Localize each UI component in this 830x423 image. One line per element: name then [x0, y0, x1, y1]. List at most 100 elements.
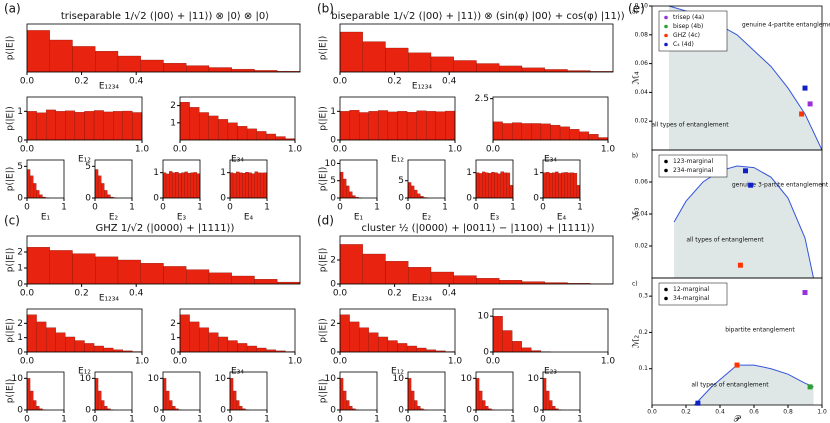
histogram-bar [55, 332, 66, 353]
histogram-bar [561, 172, 565, 199]
y-tick-label: 0.04 [635, 89, 649, 96]
x-axis-label: E₂ [422, 213, 432, 223]
histogram-bar [266, 133, 276, 141]
y-tick-label: 0 [330, 348, 336, 358]
panel-label: (b) [317, 2, 334, 16]
y-tick-label: 0.3 [638, 293, 648, 300]
x-tick-label: 0 [160, 415, 166, 423]
y-axis-label: ℳ₂ [632, 334, 642, 348]
histogram-bar [339, 111, 350, 141]
x-tick-label: 0.0 [333, 77, 348, 87]
x-tick-label: 0.4 [715, 409, 725, 416]
x-tick-label: 0.6 [749, 409, 759, 416]
y-axis-label: p(|E|) [6, 318, 16, 343]
histogram-bar [95, 51, 119, 73]
histogram-bar [567, 172, 571, 199]
annotation: genuine 3-partite entanglement [732, 182, 829, 189]
histogram-bar [485, 172, 489, 199]
histogram-bar [339, 31, 363, 73]
histogram-bar [499, 65, 523, 73]
y-tick-label: 0.02 [635, 118, 649, 125]
x-tick-label: 0 [405, 415, 411, 423]
x-axis-label: E₁₂₃₄ [412, 294, 433, 304]
histogram-bar [410, 390, 415, 411]
plot-frame [179, 96, 296, 141]
x-axis-label: E₁₂ [391, 367, 404, 377]
histogram-bar [492, 121, 503, 141]
histogram-bar [368, 332, 379, 353]
histogram-bar [237, 343, 248, 353]
histogram-bar [103, 111, 114, 141]
histogram-bar [36, 321, 47, 353]
histogram-bar [476, 278, 500, 285]
y-tick-label: 10 [215, 374, 227, 384]
histogram-bar [26, 314, 37, 353]
y-tick-label: 0 [170, 348, 176, 358]
annotation: all types of entanglement [691, 382, 769, 389]
histogram-bar [242, 173, 246, 199]
histogram-bar [482, 400, 486, 411]
histogram-bar [97, 175, 102, 199]
histogram-bar [362, 253, 386, 285]
legend-marker [664, 42, 668, 47]
shaded-region [694, 365, 814, 405]
subplot-label: a) [632, 9, 638, 16]
histogram-bar [397, 343, 408, 353]
x-tick-label: 0 [24, 415, 30, 423]
histogram-bar [97, 390, 102, 411]
legend-label: 12-marginal [673, 286, 710, 293]
histogram-bar [416, 110, 427, 141]
x-tick-label: 0.4 [442, 289, 457, 299]
legend-label: trisep (4a) [673, 14, 704, 21]
x-tick-label: 0 [540, 415, 546, 423]
x-tick-label: 0.0 [647, 409, 657, 416]
histogram-bar [349, 406, 353, 411]
x-tick-label: 0 [405, 203, 411, 213]
x-tick-label: 0.2 [681, 409, 691, 416]
histogram-bar [101, 183, 105, 199]
histogram-bar [246, 128, 257, 141]
histogram-bar [245, 172, 249, 199]
y-tick-label: 1 [330, 107, 336, 117]
y-tick-label: 0 [220, 194, 226, 204]
y-tick-label: 1 [466, 168, 472, 178]
y-tick-label: 0.02 [635, 243, 649, 250]
y-tick-label: 0.10 [635, 3, 649, 10]
panel-label: (e) [628, 2, 645, 16]
histogram-bar [499, 280, 523, 285]
histogram-bar [231, 68, 255, 73]
x-tick-label: 0.2 [387, 289, 401, 299]
y-axis-label: p(|E|) [6, 248, 16, 273]
x-axis-label: E₁ [354, 213, 364, 223]
histogram-bar [237, 126, 248, 141]
histogram-bar [549, 173, 553, 199]
x-tick-label: 0 [227, 415, 233, 423]
legend-marker [664, 159, 668, 164]
histogram-bar [254, 279, 278, 285]
x-tick-label: 0 [337, 203, 343, 213]
y-tick-label: 5 [85, 162, 91, 172]
histogram-bar [407, 182, 412, 199]
histogram-bar [189, 107, 200, 141]
legend-marker [664, 24, 668, 29]
plot-frame [542, 371, 581, 411]
histogram-bar [218, 336, 229, 353]
y-axis-label: p(|E|) [319, 379, 329, 404]
histogram-bar [26, 247, 50, 285]
histogram-bar [117, 55, 141, 73]
histogram-bar [169, 171, 173, 199]
histogram-bar [385, 261, 409, 285]
x-tick-label: 0.0 [173, 145, 188, 155]
histogram-bar [540, 123, 551, 141]
legend-marker [664, 168, 668, 173]
y-tick-label: 10 [528, 374, 540, 384]
histogram-bar [251, 173, 255, 199]
plot-frame [475, 159, 514, 199]
y-tick-label: 5 [330, 176, 336, 186]
y-tick-label: 5 [17, 162, 23, 172]
histogram-bar [236, 400, 240, 411]
histogram-bar [502, 330, 513, 353]
histogram-bar [397, 111, 408, 141]
histogram-bar [378, 110, 389, 141]
y-axis-label: p(|E|) [319, 248, 329, 273]
